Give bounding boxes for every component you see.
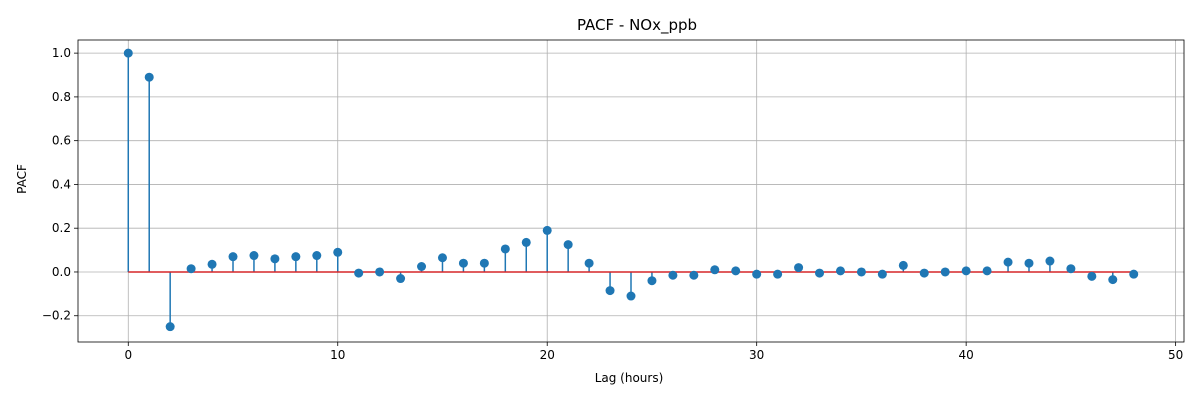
- stem-marker: [815, 268, 825, 278]
- stem-marker: [794, 263, 804, 273]
- y-tick-label: 1.0: [52, 46, 71, 60]
- stem-marker: [647, 276, 657, 286]
- stem-marker: [731, 266, 741, 276]
- stem-marker: [375, 267, 385, 277]
- stem-marker: [123, 48, 133, 58]
- stem-marker: [417, 262, 427, 271]
- stem-marker: [898, 260, 908, 270]
- stem-marker: [856, 267, 866, 277]
- x-tick-label: 0: [124, 348, 132, 362]
- y-tick-label: 0.6: [52, 134, 71, 148]
- stem-marker: [668, 270, 678, 280]
- stem-marker: [312, 251, 322, 261]
- stem-marker: [165, 322, 175, 332]
- stem-marker: [458, 258, 468, 268]
- stem-marker: [877, 269, 887, 279]
- stem-marker: [1024, 258, 1034, 268]
- x-tick-label: 40: [959, 348, 974, 362]
- stem-marker: [1066, 264, 1076, 274]
- stem-marker: [563, 240, 573, 250]
- y-tick-label: −0.2: [42, 309, 71, 323]
- stem-marker: [584, 258, 594, 268]
- stem-marker: [500, 244, 510, 254]
- y-axis-label: PACF: [15, 164, 29, 194]
- x-axis-ticks: 0 10 20 30 40 50: [124, 342, 1183, 362]
- y-tick-label: 0.2: [52, 221, 71, 235]
- stem-marker: [291, 252, 301, 262]
- stem-marker: [982, 266, 992, 276]
- stem-marker: [773, 269, 783, 279]
- stem-marker: [689, 270, 699, 280]
- chart-title: PACF - NOx_ppb: [577, 16, 697, 35]
- stem-marker: [354, 268, 364, 278]
- stem-marker: [228, 252, 238, 262]
- plot-frame: [77, 39, 1185, 343]
- x-tick-label: 30: [749, 348, 764, 362]
- stem-marker: [835, 266, 845, 276]
- grid: [78, 40, 1184, 342]
- stem-marker: [752, 269, 762, 279]
- stem-marker: [333, 247, 343, 257]
- stem-marker: [521, 237, 531, 247]
- stem-marker: [961, 266, 971, 276]
- stem-marker: [940, 267, 950, 277]
- x-tick-label: 20: [540, 348, 555, 362]
- stem-marker: [919, 268, 929, 278]
- stem-marker: [270, 254, 280, 264]
- y-tick-label: 0.4: [52, 177, 71, 191]
- stem-marker: [207, 259, 217, 269]
- x-tick-label: 50: [1168, 348, 1183, 362]
- y-axis-ticks: −0.2 0.0 0.2 0.4 0.6 0.8 1.0: [42, 46, 78, 323]
- stem-marker: [437, 253, 447, 263]
- stem-marker: [605, 286, 615, 296]
- stem-marker: [710, 265, 720, 275]
- x-axis-label: Lag (hours): [595, 371, 664, 385]
- markers: [123, 48, 1139, 332]
- stem-marker: [1003, 257, 1013, 267]
- stem-marker: [144, 72, 154, 82]
- stem-marker: [1087, 271, 1097, 281]
- stem-marker: [1129, 269, 1139, 279]
- y-tick-label: 0.8: [52, 90, 71, 104]
- stem-marker: [249, 251, 259, 261]
- stem-marker: [1108, 275, 1118, 285]
- stem-marker: [626, 291, 636, 301]
- stem-marker: [479, 258, 489, 268]
- stem-marker: [542, 225, 552, 235]
- stem-marker: [1045, 256, 1055, 266]
- y-tick-label: 0.0: [52, 265, 71, 279]
- x-tick-label: 10: [330, 348, 345, 362]
- stem-marker: [396, 274, 406, 284]
- stem-marker: [186, 264, 196, 274]
